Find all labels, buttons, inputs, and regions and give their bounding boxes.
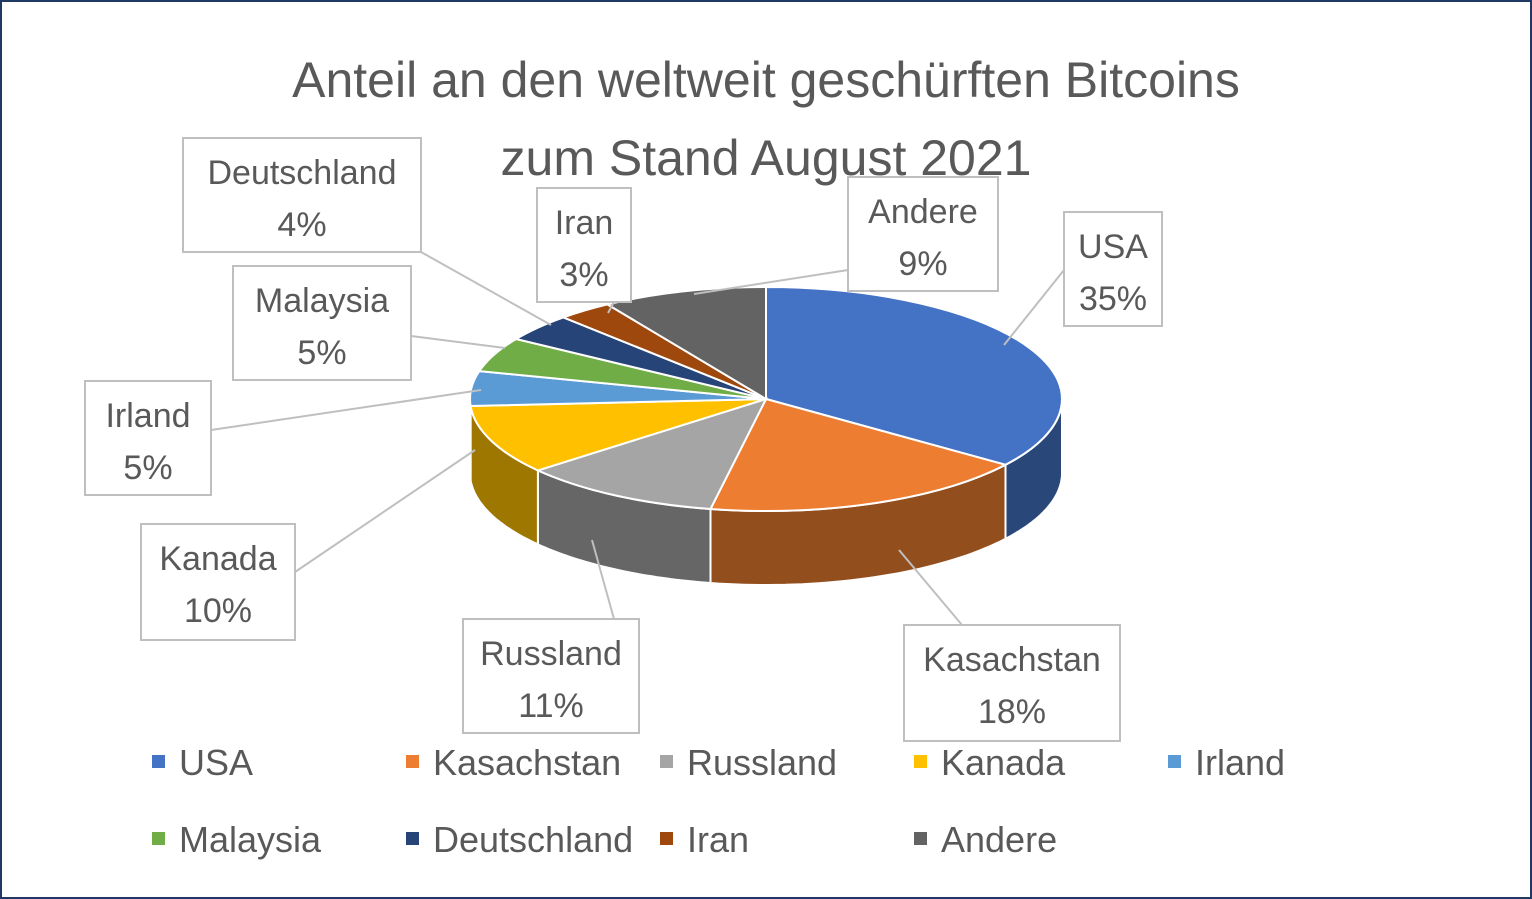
legend-swatch <box>914 832 927 845</box>
legend-item-malaysia[interactable]: Malaysia <box>152 819 322 860</box>
legend-swatch <box>1168 755 1181 768</box>
leader-line <box>591 539 615 620</box>
legend-swatch <box>914 755 927 768</box>
data-label-box <box>536 187 632 303</box>
data-label-kanada: Kanada 10% <box>140 449 476 641</box>
legend-item-andere[interactable]: Andere <box>914 819 1057 860</box>
pie-slice-kasachstan <box>708 397 1009 512</box>
data-label-usa: USA 35% <box>1003 211 1163 346</box>
legend-label: Irland <box>1195 742 1285 783</box>
legend[interactable]: USA Kasachstan Russland Kanada Irland Malaysi… <box>152 742 1285 860</box>
leader-line <box>420 251 552 326</box>
legend-item-kanada[interactable]: Kanada <box>914 742 1066 783</box>
legend-item-iran[interactable]: Iran <box>660 819 749 860</box>
data-label-value: 5% <box>123 449 172 487</box>
legend-swatch <box>152 832 165 845</box>
legend-label: Russland <box>687 742 837 783</box>
data-label-irland: Irland 5% <box>84 380 482 496</box>
legend-swatch <box>660 832 673 845</box>
legend-label: Andere <box>941 819 1057 860</box>
legend-label: Deutschland <box>433 819 633 860</box>
legend-label: Kasachstan <box>433 742 621 783</box>
legend-label: USA <box>179 742 253 783</box>
legend-label: Malaysia <box>179 819 322 860</box>
data-label-category: USA <box>1078 228 1148 266</box>
data-labels: USA 35% Kasachstan 18% Russland 11% Kanada 10% I… <box>84 137 1163 742</box>
title-line-1: Anteil an den weltweit geschürften Bitco… <box>292 52 1240 108</box>
data-label-box <box>1063 211 1163 327</box>
data-label-value: 9% <box>898 245 947 283</box>
data-label-value: 35% <box>1079 280 1147 318</box>
leader-line <box>410 335 506 349</box>
data-label-category: Deutschland <box>207 154 396 192</box>
pie-top <box>469 285 1063 512</box>
leader-line <box>294 449 476 573</box>
data-label-category: Kasachstan <box>923 641 1101 679</box>
data-label-deutschland: Deutschland 4% <box>182 137 552 326</box>
data-label-box <box>232 265 412 381</box>
data-label-category: Iran <box>555 204 614 242</box>
legend-swatch <box>152 755 165 768</box>
legend-item-irland[interactable]: Irland <box>1168 742 1285 783</box>
data-label-value: 18% <box>978 693 1046 731</box>
data-label-value: 5% <box>297 334 346 372</box>
legend-label: Kanada <box>941 742 1066 783</box>
data-label-box <box>903 624 1121 742</box>
pie-slice-usa <box>765 285 1063 466</box>
data-label-box <box>462 618 640 734</box>
chart-title: Anteil an den weltweit geschürften Bitco… <box>292 52 1240 186</box>
pie-side-irland <box>469 399 472 481</box>
data-label-category: Irland <box>105 397 190 435</box>
pie-slice-kanada <box>469 398 767 472</box>
data-label-value: 10% <box>184 592 252 630</box>
data-label-category: Malaysia <box>255 282 389 320</box>
data-label-value: 3% <box>559 256 608 294</box>
legend-item-kasachstan[interactable]: Kasachstan <box>406 742 621 783</box>
data-label-malaysia: Malaysia 5% <box>232 265 506 381</box>
leader-line <box>1003 269 1065 346</box>
leader-line <box>693 269 849 295</box>
legend-swatch <box>406 755 419 768</box>
leader-line <box>898 549 963 626</box>
leader-line <box>210 389 482 431</box>
data-label-category: Andere <box>868 193 978 231</box>
data-label-category: Kanada <box>159 540 276 578</box>
data-label-andere: Andere 9% <box>693 176 999 295</box>
pie-slice-russland <box>535 397 768 511</box>
data-label-value: 4% <box>277 206 326 244</box>
data-label-russland: Russland 11% <box>462 539 640 734</box>
data-label-box <box>140 523 296 641</box>
data-label-category: Russland <box>480 635 622 673</box>
leader-line <box>607 301 615 314</box>
legend-item-usa[interactable]: USA <box>152 742 253 783</box>
legend-swatch <box>660 755 673 768</box>
data-label-box <box>847 176 999 292</box>
legend-item-russland[interactable]: Russland <box>660 742 837 783</box>
data-label-box <box>84 380 212 496</box>
data-label-value: 11% <box>518 687 584 725</box>
legend-label: Iran <box>687 819 749 860</box>
data-label-kasachstan: Kasachstan 18% <box>898 549 1121 742</box>
data-label-box <box>182 137 422 253</box>
legend-swatch <box>406 832 419 845</box>
legend-item-deutschland[interactable]: Deutschland <box>406 819 633 860</box>
pie-sides <box>469 399 1063 586</box>
data-label-iran: Iran 3% <box>536 187 632 314</box>
